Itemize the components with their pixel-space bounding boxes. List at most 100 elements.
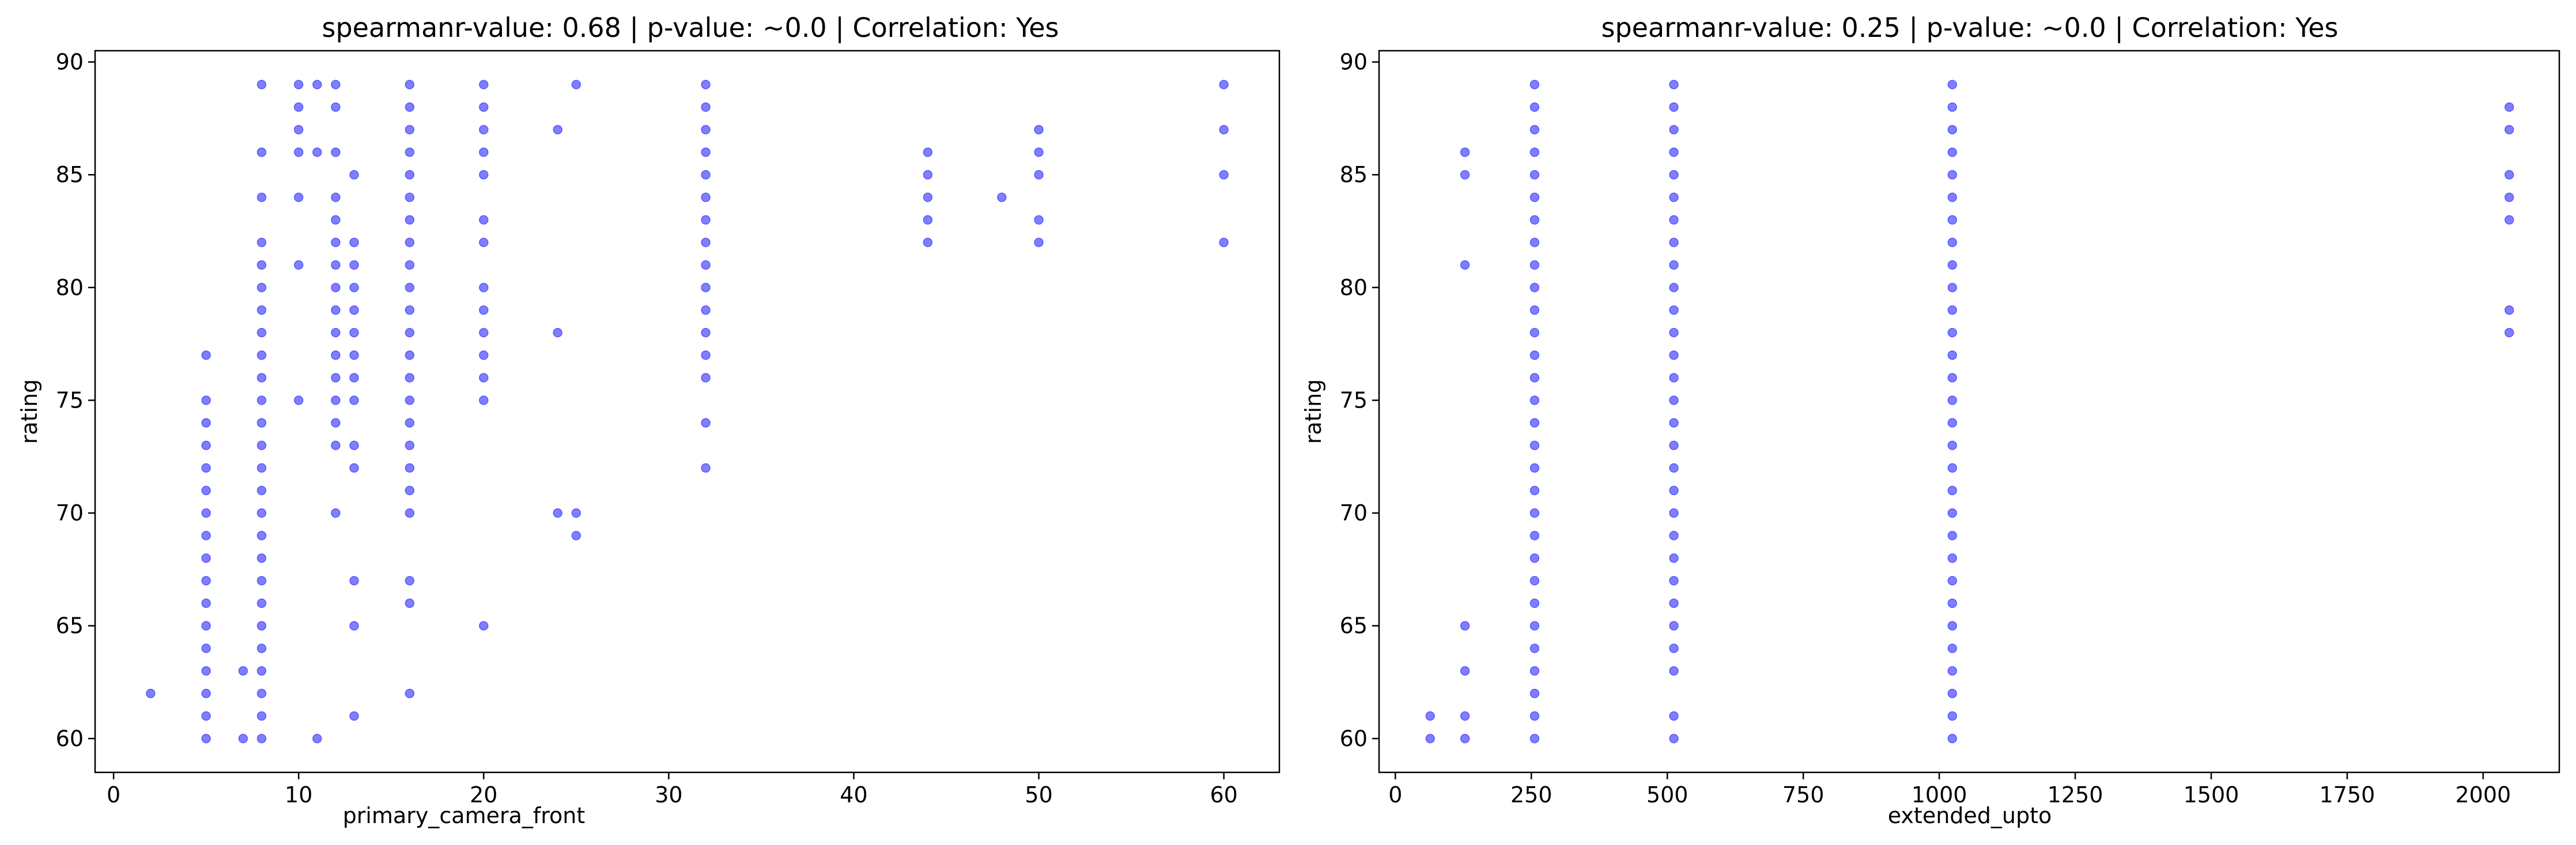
data-point (1947, 598, 1957, 608)
data-point (1947, 395, 1957, 405)
data-point (1529, 485, 1540, 496)
data-point (405, 418, 415, 428)
data-point (293, 80, 304, 89)
data-point (201, 576, 211, 586)
data-point (1947, 711, 1957, 721)
data-point (256, 485, 267, 496)
data-point (256, 327, 267, 338)
data-point (1669, 440, 1679, 450)
data-point (331, 237, 341, 247)
data-point (1529, 327, 1540, 338)
data-point (1529, 598, 1540, 608)
data-point (349, 440, 359, 450)
data-point (331, 327, 341, 338)
right-x-axis-label: extended_upto (1888, 803, 2052, 828)
data-point (1947, 305, 1957, 315)
right-y-axis-label: rating (1301, 379, 1326, 444)
data-point (1669, 530, 1679, 541)
data-point (331, 373, 341, 383)
data-point (405, 215, 415, 225)
data-point (331, 508, 341, 518)
data-point (1529, 102, 1540, 112)
data-point (331, 350, 341, 360)
data-point (201, 734, 211, 744)
data-point (405, 350, 415, 360)
y-tick-label: 75 (56, 387, 84, 413)
left-x-axis-label: primary_camera_front (343, 803, 586, 828)
data-point (349, 282, 359, 293)
data-point (201, 418, 211, 428)
data-point (256, 80, 267, 89)
data-point (405, 237, 415, 247)
data-point (349, 711, 359, 721)
data-point (331, 418, 341, 428)
x-tick-label: 10 (285, 782, 312, 808)
data-point (312, 147, 322, 157)
data-point (701, 327, 711, 338)
x-tick-label: 1000 (1912, 782, 1967, 808)
data-point (701, 282, 711, 293)
data-point (1529, 260, 1540, 270)
data-point (349, 305, 359, 315)
data-point (293, 102, 304, 112)
data-point (256, 666, 267, 676)
data-point (1669, 169, 1679, 180)
data-point (1669, 508, 1679, 518)
data-point (479, 102, 489, 112)
data-point (201, 688, 211, 699)
data-point (1529, 553, 1540, 563)
data-point (256, 576, 267, 586)
data-point (1669, 463, 1679, 473)
data-point (331, 80, 341, 89)
data-point (256, 350, 267, 360)
data-point (1947, 102, 1957, 112)
data-point (1529, 305, 1540, 315)
data-point (201, 485, 211, 496)
data-point (201, 711, 211, 721)
data-point (479, 237, 489, 247)
data-point (479, 621, 489, 631)
data-point (1425, 711, 1435, 721)
data-point (701, 463, 711, 473)
data-point (256, 147, 267, 157)
x-tick-label: 20 (470, 782, 497, 808)
data-point (1669, 734, 1679, 744)
data-point (701, 350, 711, 360)
data-point (2504, 305, 2514, 315)
data-point (256, 260, 267, 270)
data-point (349, 260, 359, 270)
data-point (293, 193, 304, 202)
data-point (256, 598, 267, 608)
data-point (331, 440, 341, 450)
data-point (256, 530, 267, 541)
data-point (1669, 711, 1679, 721)
data-point (1529, 193, 1540, 202)
x-tick-label: 0 (1388, 782, 1402, 808)
data-point (1529, 440, 1540, 450)
data-point (312, 80, 322, 89)
right-data-points (1425, 80, 2514, 744)
y-tick-label: 65 (1340, 613, 1368, 639)
data-point (256, 508, 267, 518)
data-point (479, 147, 489, 157)
data-point (1460, 147, 1470, 157)
data-point (405, 463, 415, 473)
data-point (1947, 440, 1957, 450)
data-point (1529, 215, 1540, 225)
data-point (201, 598, 211, 608)
data-point (1529, 418, 1540, 428)
data-point (1219, 125, 1229, 135)
x-tick-label: 2000 (2456, 782, 2511, 808)
data-point (479, 395, 489, 405)
right-chart-title: spearmanr-value: 0.25 | p-value: ~0.0 | … (1601, 12, 2339, 44)
y-tick-label: 80 (56, 275, 84, 300)
data-point (701, 305, 711, 315)
data-point (349, 373, 359, 383)
data-point (201, 395, 211, 405)
data-point (479, 282, 489, 293)
data-point (1947, 643, 1957, 654)
x-tick-label: 750 (1782, 782, 1825, 808)
data-point (1947, 553, 1957, 563)
data-point (238, 734, 248, 744)
